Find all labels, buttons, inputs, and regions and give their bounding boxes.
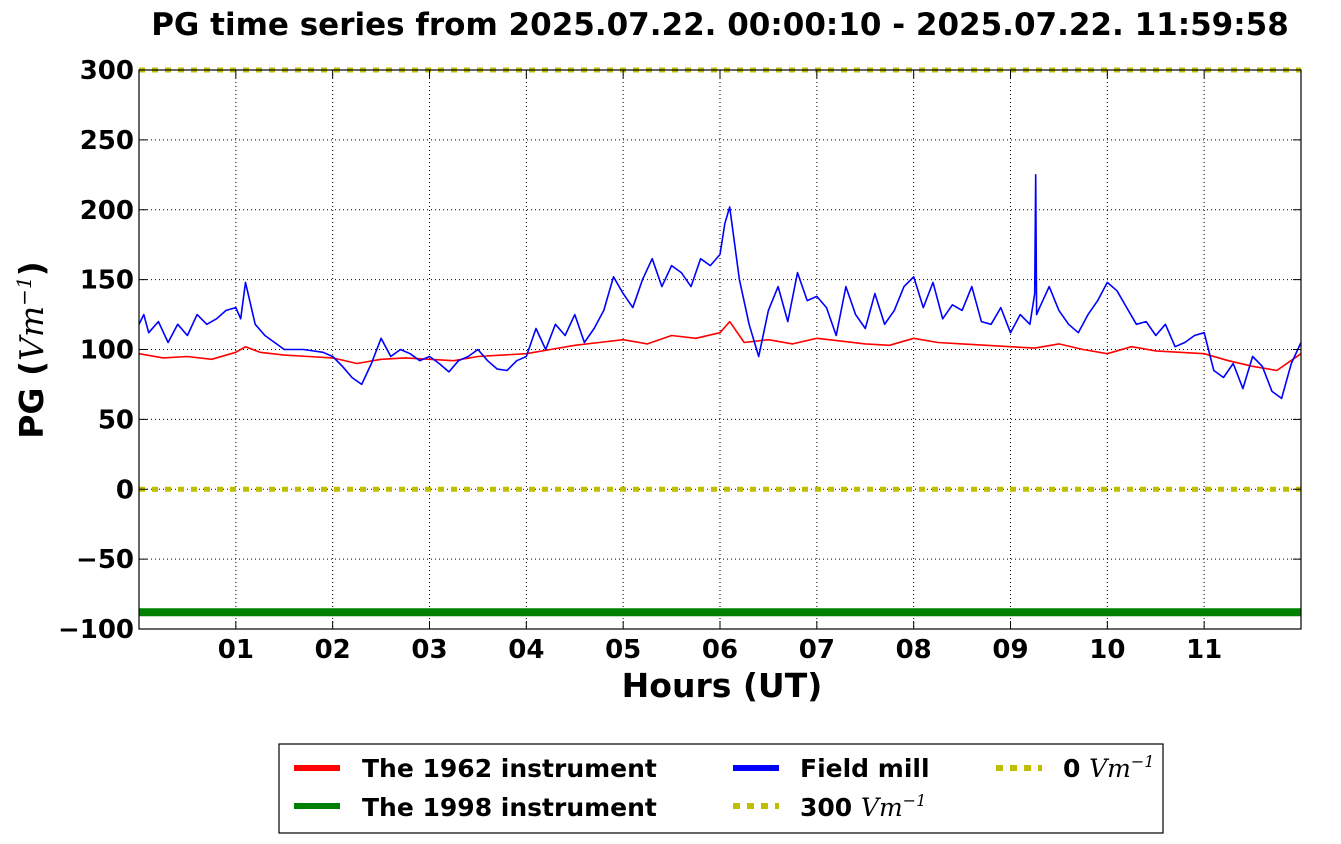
y-tick-label: −50: [76, 545, 134, 575]
legend-label-1998: The 1998 instrument: [362, 793, 657, 822]
x-axis-ticks: 01 02 03 04 05 06 07 08 09 10 11: [218, 70, 1222, 665]
x-tick-label: 01: [218, 635, 254, 665]
chart-title: PG time series from 2025.07.22. 00:00:10…: [151, 7, 1289, 43]
legend-label-1962: The 1962 instrument: [362, 754, 657, 783]
legend-label-300: 300 Vm−1: [800, 791, 926, 822]
y-axis-label-exponent: −1: [12, 276, 36, 305]
y-tick-label: 0: [116, 475, 134, 505]
x-tick-label: 02: [315, 635, 351, 665]
y-axis-ticks: 300 250 200 150 100 50 0 −50 −100: [58, 56, 1301, 645]
series-layer: [138, 67, 1302, 617]
y-axis-label-text: PG (: [12, 361, 51, 439]
series-1962-instrument: [138, 320, 1302, 372]
y-tick-label: 200: [80, 196, 134, 226]
y-axis-label: PG (Vm−1): [12, 261, 51, 439]
x-tick-label: 03: [411, 635, 447, 665]
legend-label-field-mill: Field mill: [800, 754, 930, 783]
legend-box: [278, 743, 1164, 834]
x-tick-label: 08: [896, 635, 932, 665]
legend-label-300-exp: −1: [903, 791, 927, 810]
y-tick-label: −100: [58, 615, 134, 645]
y-tick-label: 300: [80, 56, 134, 86]
y-axis-label-close: ): [12, 261, 51, 276]
x-tick-label: 09: [992, 635, 1028, 665]
grid-lines: [139, 70, 1301, 629]
y-tick-label: 100: [80, 336, 134, 366]
x-tick-label: 07: [799, 635, 835, 665]
x-tick-label: 05: [605, 635, 641, 665]
series-field-mill: [138, 174, 1302, 400]
y-axis-label-unit: Vm: [12, 306, 51, 361]
legend-label-0-value: 0: [1063, 754, 1080, 783]
x-axis-label: Hours (UT): [622, 666, 823, 705]
x-tick-label: 11: [1186, 635, 1222, 665]
legend-label-300-unit: Vm: [861, 793, 903, 822]
y-tick-label: 250: [80, 126, 134, 156]
legend: The 1962 instrument The 1998 instrument …: [278, 743, 1164, 834]
legend-label-300-value: 300: [800, 793, 852, 822]
x-tick-label: 04: [508, 635, 544, 665]
y-tick-label: 150: [80, 266, 134, 296]
legend-label-0-exp: −1: [1131, 752, 1155, 771]
legend-label-0: 0 Vm−1: [1063, 752, 1154, 783]
legend-label-0-unit: Vm: [1089, 754, 1131, 783]
x-tick-label: 10: [1089, 635, 1125, 665]
x-tick-label: 06: [702, 635, 738, 665]
y-tick-label: 50: [98, 405, 134, 435]
